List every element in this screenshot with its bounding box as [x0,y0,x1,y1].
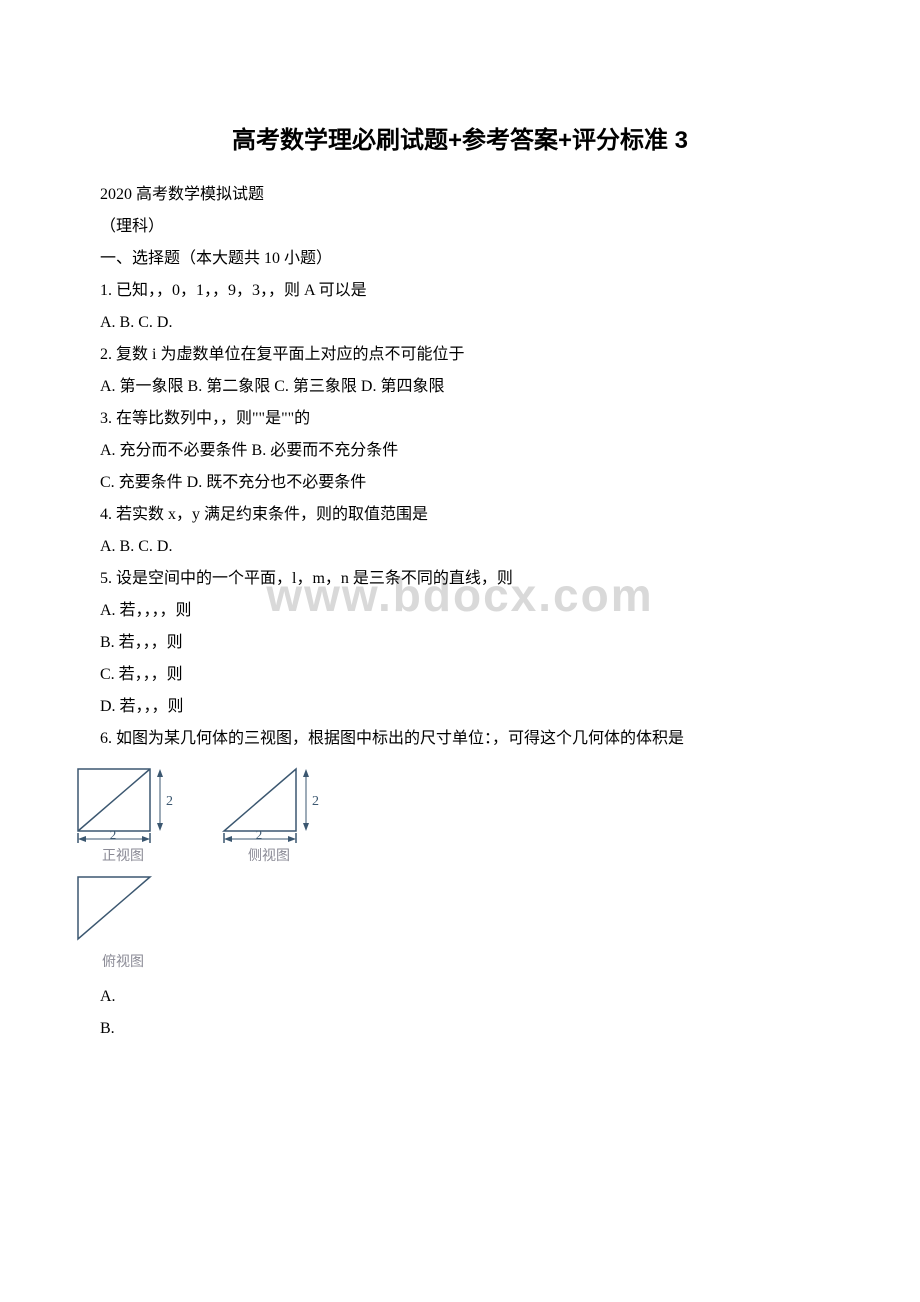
question-5-opt-a: A. 若，，，，则 [68,595,852,627]
question-6-opt-b: B. [68,1013,852,1045]
subtitle: 2020 高考数学模拟试题 [68,179,852,211]
subject-line: （理科） [68,211,852,243]
question-6-opt-a: A. [68,981,852,1013]
three-view-figure: 2 2 正视图 [68,763,852,971]
question-5: 5. 设是空间中的一个平面，l，m，n 是三条不同的直线，则 [68,563,852,595]
front-view-block: 2 2 正视图 [68,763,178,865]
question-3-opts-a: A. 充分而不必要条件 B. 必要而不充分条件 [68,435,852,467]
question-5-opt-b: B. 若，，，则 [68,627,852,659]
document-title: 高考数学理必刷试题+参考答案+评分标准 3 [68,120,852,155]
front-view-svg: 2 [68,763,178,843]
question-4: 4. 若实数 x，y 满足约束条件，则的取值范围是 [68,499,852,531]
side-height-dim: 2 [312,794,319,809]
question-5-opt-c: C. 若，，，则 [68,659,852,691]
question-1: 1. 已知，，0，1，，9，3，，则 A 可以是 [68,275,852,307]
question-6: 6. 如图为某几何体的三视图，根据图中标出的尺寸单位：，可得这个几何体的体积是 [68,723,852,755]
front-height-dim: 2 [166,794,173,809]
document-content: 高考数学理必刷试题+参考答案+评分标准 3 2020 高考数学模拟试题 （理科）… [68,120,852,1045]
top-view-label: 俯视图 [102,951,144,971]
front-width-dim: 2 [110,827,117,843]
side-view-label: 侧视图 [248,845,290,865]
question-5-opt-d: D. 若，，，则 [68,691,852,723]
top-view-svg [68,871,178,949]
question-2-options: A. 第一象限 B. 第二象限 C. 第三象限 D. 第四象限 [68,371,852,403]
side-view-block: 2 2 侧视图 [214,763,324,865]
question-3: 3. 在等比数列中，，则""是""的 [68,403,852,435]
section-heading: 一、选择题（本大题共 10 小题） [68,243,852,275]
side-width-dim: 2 [256,827,263,843]
top-view-block: 俯视图 [68,871,178,971]
front-view-label: 正视图 [102,845,144,865]
question-3-opts-b: C. 充要条件 D. 既不充分也不必要条件 [68,467,852,499]
question-1-options: A. B. C. D. [68,307,852,339]
question-2: 2. 复数 i 为虚数单位在复平面上对应的点不可能位于 [68,339,852,371]
side-view-svg: 2 [214,763,324,843]
question-4-options: A. B. C. D. [68,531,852,563]
